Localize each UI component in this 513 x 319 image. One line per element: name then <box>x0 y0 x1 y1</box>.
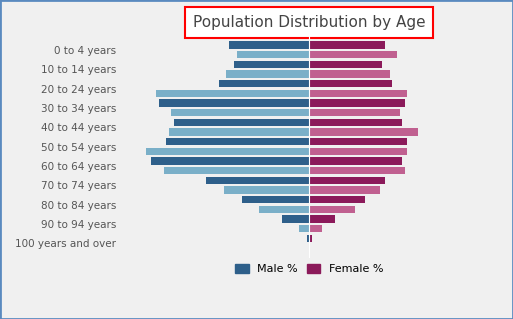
Bar <box>282 215 309 223</box>
Bar <box>309 186 380 194</box>
Bar <box>309 157 403 165</box>
Bar <box>224 186 309 194</box>
Bar <box>309 167 405 174</box>
Bar <box>309 177 385 184</box>
Bar <box>169 128 309 136</box>
Bar <box>309 235 312 242</box>
Bar <box>156 90 309 97</box>
Title: Population Distribution by Age: Population Distribution by Age <box>193 15 426 30</box>
Bar <box>171 109 309 116</box>
Bar <box>219 80 309 87</box>
Bar <box>236 51 309 58</box>
Bar <box>309 148 407 155</box>
Bar <box>309 70 390 78</box>
Bar <box>309 196 365 204</box>
Bar <box>174 119 309 126</box>
Bar <box>309 138 407 145</box>
Legend: Male %, Female %: Male %, Female % <box>231 260 388 279</box>
Bar <box>309 119 403 126</box>
Bar <box>164 167 309 174</box>
Bar <box>309 51 398 58</box>
Bar <box>242 196 309 204</box>
Bar <box>309 215 334 223</box>
Bar <box>309 206 354 213</box>
Bar <box>307 235 309 242</box>
Bar <box>259 206 309 213</box>
Bar <box>309 80 392 87</box>
Bar <box>159 99 309 107</box>
Bar <box>309 41 385 49</box>
Bar <box>229 41 309 49</box>
Bar <box>309 225 322 233</box>
Bar <box>146 148 309 155</box>
Bar <box>206 177 309 184</box>
Bar <box>309 109 400 116</box>
Bar <box>226 70 309 78</box>
Bar <box>309 90 407 97</box>
Bar <box>151 157 309 165</box>
Bar <box>166 138 309 145</box>
Bar <box>300 225 309 233</box>
Bar <box>309 61 382 68</box>
Bar <box>234 61 309 68</box>
Bar <box>309 99 405 107</box>
Bar <box>309 128 418 136</box>
